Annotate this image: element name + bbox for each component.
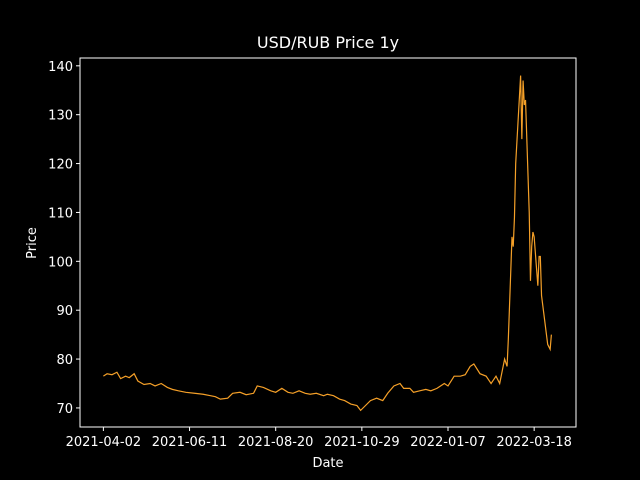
price-line — [103, 75, 552, 412]
x-tick-label: 2021-10-29 — [324, 435, 400, 450]
x-tick-label: 2022-03-18 — [496, 435, 572, 450]
y-tick-label: 110 — [48, 206, 73, 221]
chart-title: USD/RUB Price 1y — [257, 33, 399, 52]
y-tick-label: 140 — [48, 60, 73, 75]
y-tick-label: 80 — [56, 353, 73, 368]
x-axis-label: Date — [312, 456, 343, 471]
axes-frame — [79, 57, 577, 428]
x-tick-label: 2021-06-11 — [152, 435, 228, 450]
y-axis-label: Price — [25, 227, 40, 259]
x-tick-label: 2021-08-20 — [238, 435, 314, 450]
x-tick-label: 2021-04-02 — [66, 435, 142, 450]
y-tick-label: 120 — [48, 158, 73, 173]
y-tick-label: 70 — [56, 402, 73, 417]
x-tick-label: 2022-01-07 — [410, 435, 486, 450]
y-tick-label: 90 — [56, 304, 73, 319]
y-tick-label: 130 — [48, 109, 73, 124]
y-tick-label: 100 — [48, 255, 73, 270]
